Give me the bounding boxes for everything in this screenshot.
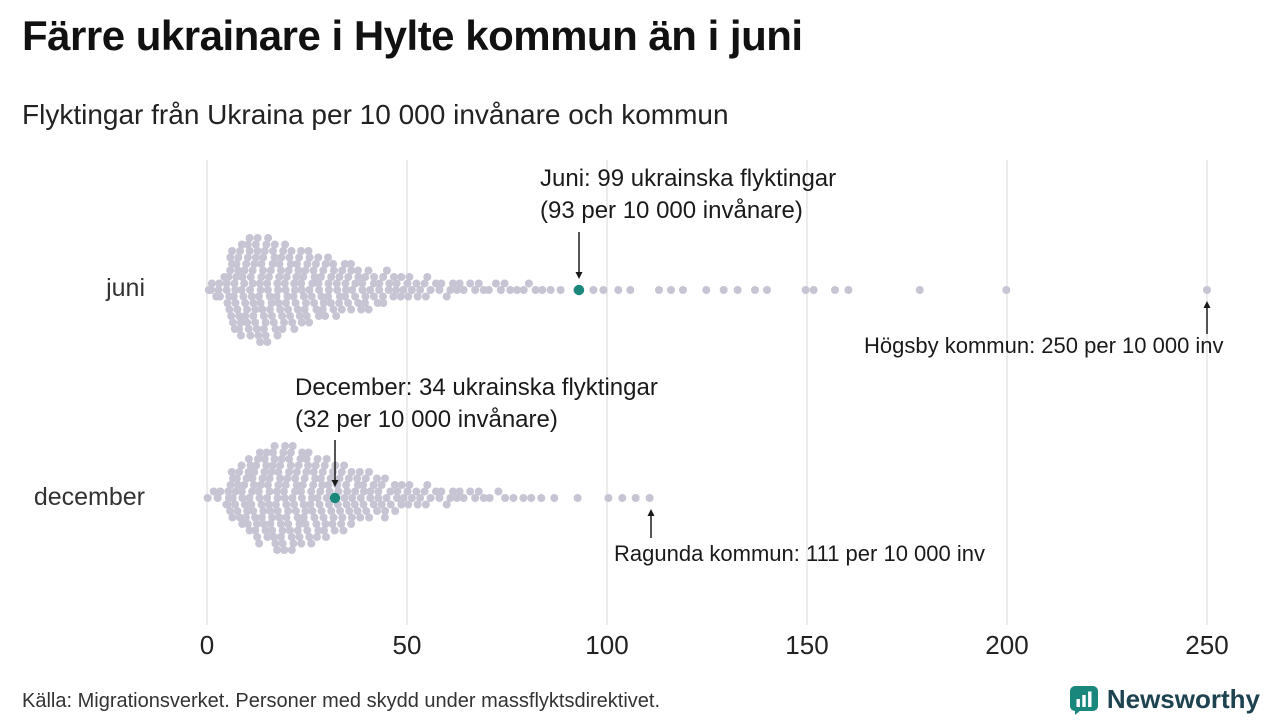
- highlight-dot-juni: [573, 284, 585, 296]
- annotation-arrow: [647, 509, 655, 538]
- chart-title: Färre ukrainare i Hylte kommun än i juni: [22, 12, 803, 59]
- newsworthy-logo-icon: [1069, 685, 1098, 715]
- annotation-arrow: [1203, 301, 1211, 334]
- december-swarm: [203, 442, 654, 554]
- row-label-december: december: [33, 483, 145, 511]
- juni-swarm: [204, 234, 1211, 346]
- annotation-arrow: [575, 232, 583, 279]
- annotation-line: (93 per 10 000 invånare): [540, 197, 803, 224]
- annotation-line: Ragunda kommun: 111 per 10 000 inv: [614, 541, 985, 566]
- annotation-line: (32 per 10 000 invånare): [295, 406, 558, 433]
- annotation-arrow: [331, 440, 339, 487]
- annotation-december-highlight: December: 34 ukrainska flyktingar (32 pe…: [295, 372, 658, 436]
- x-tick-label: 0: [199, 630, 215, 660]
- x-tick-label: 250: [1185, 630, 1229, 660]
- x-tick-label: 150: [785, 630, 829, 660]
- newsworthy-logo-text: Newsworthy: [1106, 684, 1260, 714]
- annotation-line: Juni: 99 ukrainska flyktingar: [540, 165, 837, 192]
- source-note: Källa: Migrationsverket. Personer med sk…: [22, 690, 661, 712]
- annotation-hogsby-max: Högsby kommun: 250 per 10 000 inv: [864, 332, 1224, 360]
- newsworthy-logo: Newsworthy: [1069, 684, 1260, 715]
- row-label-juni: juni: [106, 274, 145, 302]
- highlight-dot-december: [329, 492, 341, 504]
- annotation-ragunda-max: Ragunda kommun: 111 per 10 000 inv: [614, 540, 985, 568]
- gridlines: [206, 160, 1208, 625]
- annotation-juni-highlight: Juni: 99 ukrainska flyktingar (93 per 10…: [540, 163, 836, 227]
- annotation-line: Högsby kommun: 250 per 10 000 inv: [864, 333, 1224, 358]
- chart-subtitle: Flyktingar från Ukraina per 10 000 invån…: [22, 99, 729, 130]
- annotation-line: December: 34 ukrainska flyktingar: [295, 374, 658, 401]
- x-tick-label: 200: [985, 630, 1029, 660]
- x-tick-label: 50: [392, 630, 422, 660]
- x-tick-label: 100: [585, 630, 629, 660]
